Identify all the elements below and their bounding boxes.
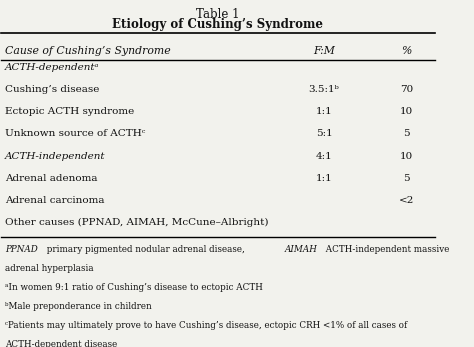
Text: AIMAH: AIMAH xyxy=(284,245,317,254)
Text: Adrenal carcinoma: Adrenal carcinoma xyxy=(5,196,105,205)
Text: 5: 5 xyxy=(403,174,410,183)
Text: 1:1: 1:1 xyxy=(316,174,332,183)
Text: Unknown source of ACTHᶜ: Unknown source of ACTHᶜ xyxy=(5,129,146,138)
Text: primary pigmented nodular adrenal disease,: primary pigmented nodular adrenal diseas… xyxy=(44,245,247,254)
Text: 5: 5 xyxy=(403,129,410,138)
Text: Ectopic ACTH syndrome: Ectopic ACTH syndrome xyxy=(5,107,134,116)
Text: Table 1: Table 1 xyxy=(196,8,239,21)
Text: ACTH-dependent disease: ACTH-dependent disease xyxy=(5,339,117,347)
Text: <2: <2 xyxy=(399,196,414,205)
Text: adrenal hyperplasia: adrenal hyperplasia xyxy=(5,264,94,273)
Text: ACTH-independent massive: ACTH-independent massive xyxy=(323,245,449,254)
Text: 10: 10 xyxy=(400,152,413,161)
Text: 5:1: 5:1 xyxy=(316,129,332,138)
Text: Etiology of Cushing’s Syndrome: Etiology of Cushing’s Syndrome xyxy=(112,18,323,31)
Text: 10: 10 xyxy=(400,107,413,116)
Text: ᵃIn women 9:1 ratio of Cushing’s disease to ectopic ACTH: ᵃIn women 9:1 ratio of Cushing’s disease… xyxy=(5,283,263,292)
Text: Adrenal adenoma: Adrenal adenoma xyxy=(5,174,98,183)
Text: %: % xyxy=(401,46,412,56)
Text: 70: 70 xyxy=(400,85,413,94)
Text: ACTH-independent: ACTH-independent xyxy=(5,152,106,161)
Text: ACTH-dependentᵃ: ACTH-dependentᵃ xyxy=(5,63,100,72)
Text: F:M: F:M xyxy=(313,46,335,56)
Text: ᶜPatients may ultimately prove to have Cushing’s disease, ectopic CRH <1% of all: ᶜPatients may ultimately prove to have C… xyxy=(5,321,407,330)
Text: Other causes (PPNAD, AIMAH, McCune–Albright): Other causes (PPNAD, AIMAH, McCune–Albri… xyxy=(5,218,269,227)
Text: PPNAD: PPNAD xyxy=(5,245,38,254)
Text: Cushing’s disease: Cushing’s disease xyxy=(5,85,100,94)
Text: 4:1: 4:1 xyxy=(316,152,332,161)
Text: 3.5:1ᵇ: 3.5:1ᵇ xyxy=(309,85,339,94)
Text: ᵇMale preponderance in children: ᵇMale preponderance in children xyxy=(5,302,152,311)
Text: 1:1: 1:1 xyxy=(316,107,332,116)
Text: Cause of Cushing’s Syndrome: Cause of Cushing’s Syndrome xyxy=(5,46,171,56)
